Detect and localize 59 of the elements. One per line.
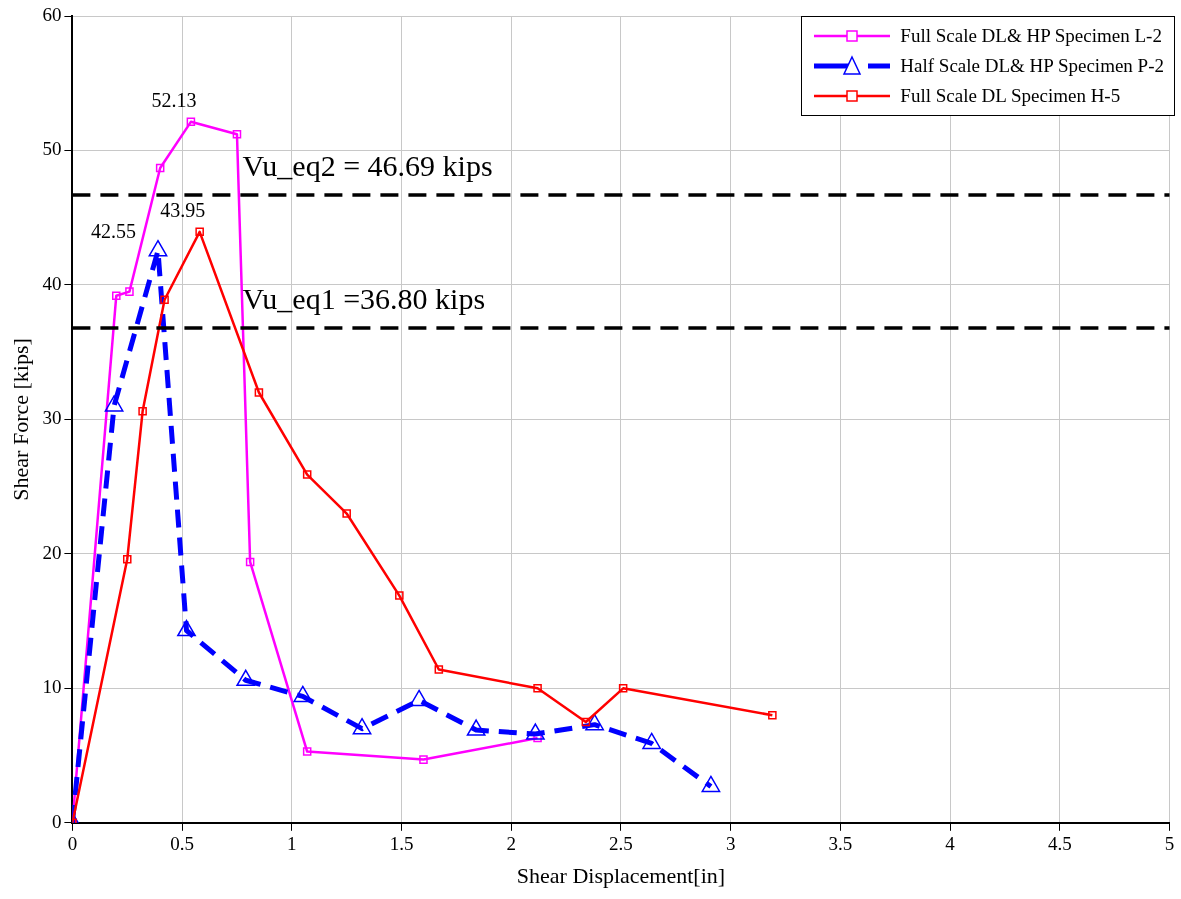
- x-tick-label: 4: [945, 833, 956, 855]
- x-tick-label: 3: [725, 833, 736, 855]
- x-tick-label: 1: [287, 833, 297, 855]
- y-axis-title: Shear Force [kips]: [7, 338, 33, 501]
- point: [701, 775, 721, 793]
- annotation: 52.13: [151, 89, 197, 112]
- point: [254, 388, 264, 397]
- point: [302, 747, 312, 756]
- point: [533, 684, 542, 693]
- point: [232, 130, 242, 139]
- x-tick-label: 4.5: [1047, 833, 1072, 855]
- point: [236, 669, 256, 687]
- x-tick-label: 2.5: [609, 833, 633, 855]
- point: [293, 685, 313, 703]
- point: [395, 591, 404, 600]
- point: [160, 295, 169, 305]
- x-tick-label: 1.5: [389, 833, 414, 855]
- point: [419, 755, 428, 764]
- x-tick-label: 5: [1164, 833, 1175, 855]
- y-tick-label: 40: [42, 272, 62, 294]
- point: [581, 717, 591, 727]
- y-tick-label: 0: [51, 810, 62, 832]
- point: [302, 470, 312, 479]
- y-tick-label: 60: [42, 3, 62, 25]
- point: [195, 227, 204, 237]
- point: [768, 710, 777, 720]
- point: [409, 689, 429, 707]
- point: [122, 554, 132, 564]
- legend-label: Full Scale DL& HP Specimen L-2: [900, 25, 1162, 47]
- y-tick-label: 20: [42, 541, 62, 563]
- y-tick-label: 30: [42, 407, 62, 429]
- point: [125, 287, 134, 296]
- y-tick-label: 10: [42, 676, 62, 698]
- point: [466, 719, 486, 736]
- ref-line-label: Vu_eq2 = 46.69 kips: [242, 148, 493, 182]
- y-tick-label: 50: [42, 138, 62, 160]
- point: [434, 665, 444, 674]
- point: [155, 163, 165, 173]
- point: [525, 723, 545, 740]
- point: [245, 557, 255, 567]
- point: [112, 291, 121, 300]
- legend-label: Half Scale DL& HP Specimen P-2: [900, 55, 1164, 77]
- annotation: 42.55: [90, 219, 136, 242]
- annotation: 43.95: [160, 199, 206, 222]
- ref-line-label: Vu_eq1 =36.80 kips: [242, 281, 486, 315]
- x-tick-label: 0.5: [170, 833, 194, 855]
- x-tick-label: 3.5: [828, 833, 853, 855]
- x-tick-label: 2: [506, 833, 516, 855]
- point: [352, 717, 372, 735]
- point: [642, 732, 662, 750]
- point: [138, 407, 147, 416]
- legend-label: Full Scale DL Specimen H-5: [900, 85, 1121, 107]
- x-tick-label: 0: [67, 833, 78, 855]
- point: [186, 117, 196, 127]
- point: [585, 713, 605, 731]
- point: [618, 684, 628, 693]
- point: [177, 619, 196, 637]
- x-axis-title: Shear Displacement[in]: [516, 862, 726, 888]
- point: [342, 509, 351, 518]
